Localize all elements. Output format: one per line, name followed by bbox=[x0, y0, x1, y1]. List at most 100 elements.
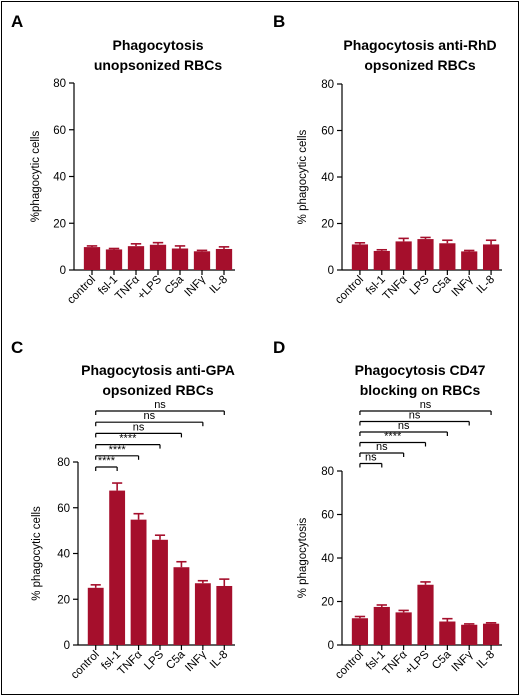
y-tick-label: 20 bbox=[53, 218, 66, 230]
panel-letter: D bbox=[273, 338, 285, 357]
significance-label: **** bbox=[109, 444, 127, 456]
panel-letter: B bbox=[273, 12, 285, 31]
significance-label: ns bbox=[409, 410, 421, 422]
bar bbox=[194, 583, 211, 645]
x-tick-label: LPS bbox=[142, 648, 166, 672]
x-tick-label: TNFα bbox=[116, 648, 145, 677]
panel-a: A Phagocytosis unopsonized RBCs 0 20 40 60 80 %p… bbox=[11, 12, 235, 307]
y-tick-label: 20 bbox=[57, 594, 70, 606]
x-tick-label: LPS bbox=[408, 273, 432, 297]
x-tick-label: INFγ bbox=[182, 273, 208, 299]
bar bbox=[171, 248, 189, 270]
bar bbox=[482, 244, 500, 270]
y-tick-label: 80 bbox=[321, 79, 334, 91]
chart-title-line: blocking on RBCs bbox=[360, 382, 481, 398]
bar bbox=[152, 539, 168, 645]
chart-title-line: Phagocytosis bbox=[112, 37, 203, 53]
x-tick-label: INFγ bbox=[450, 648, 476, 674]
y-tick-label: 20 bbox=[321, 219, 334, 231]
y-tick-label: 80 bbox=[321, 466, 334, 478]
y-tick-label: 0 bbox=[64, 640, 70, 652]
bar bbox=[461, 251, 478, 270]
bar bbox=[87, 587, 104, 645]
y-tick-label: 0 bbox=[328, 265, 334, 277]
x-tick-label: control bbox=[69, 649, 102, 682]
bar bbox=[193, 251, 211, 270]
y-tick-label: 60 bbox=[57, 503, 70, 515]
significance-label: **** bbox=[384, 431, 402, 443]
bar bbox=[109, 490, 126, 645]
significance-label: ns bbox=[365, 452, 377, 464]
x-tick-label: INFγ bbox=[450, 273, 476, 299]
x-tick-label: IL-8 bbox=[208, 649, 231, 672]
y-tick-label: 60 bbox=[53, 125, 66, 137]
bar bbox=[439, 621, 456, 645]
y-tick-label: 60 bbox=[321, 126, 334, 138]
significance-label: ns bbox=[143, 410, 155, 422]
bar bbox=[461, 624, 478, 645]
chart-title-line: unopsonized RBCs bbox=[94, 57, 223, 73]
y-tick-label: 0 bbox=[60, 265, 66, 277]
y-tick-label: 60 bbox=[321, 510, 334, 522]
bar bbox=[215, 248, 233, 270]
significance-label: ns bbox=[420, 399, 432, 411]
x-tick-label: IL-8 bbox=[208, 274, 231, 297]
x-tick-label: control bbox=[333, 274, 366, 307]
significance-label: **** bbox=[119, 433, 137, 445]
bar bbox=[149, 244, 167, 270]
x-tick-label: C5a bbox=[163, 273, 187, 297]
bar bbox=[417, 239, 434, 270]
panel-letter: A bbox=[11, 12, 23, 31]
bar bbox=[351, 244, 369, 270]
x-tick-label: TNFα bbox=[113, 273, 142, 302]
significance-label: ns bbox=[398, 420, 410, 432]
x-tick-label: +LPS bbox=[136, 273, 165, 302]
panel-letter: C bbox=[11, 338, 23, 357]
y-tick-label: 40 bbox=[57, 549, 70, 561]
chart-title-line: opsonized RBCs bbox=[102, 382, 213, 398]
significance-label: **** bbox=[98, 455, 116, 467]
bar bbox=[127, 246, 145, 270]
chart-title-line: opsonized RBCs bbox=[364, 57, 475, 73]
y-tick-label: 80 bbox=[53, 78, 66, 90]
x-tick-label: C5a bbox=[430, 648, 454, 672]
significance-label: ns bbox=[154, 399, 166, 411]
x-tick-label: IL-8 bbox=[475, 649, 498, 672]
bar bbox=[417, 584, 434, 645]
chart-title-line: Phagocytosis anti-GPA bbox=[81, 362, 235, 378]
x-tick-label: TNFα bbox=[381, 273, 410, 302]
panel-d: D Phagocytosis CD47 blocking on RBCs 0 20 40 6… bbox=[273, 338, 502, 682]
bar bbox=[216, 585, 233, 645]
x-tick-label: control bbox=[65, 274, 98, 307]
y-axis-label: % phagocytosis bbox=[297, 517, 309, 598]
y-axis-label: %phagocytic cells bbox=[30, 131, 42, 223]
y-axis-label: % phagocytic cells bbox=[31, 506, 43, 601]
x-tick-label: C5a bbox=[164, 648, 188, 672]
significance-label: ns bbox=[376, 441, 388, 453]
bar bbox=[173, 567, 190, 645]
panel-b: B Phagocytosis anti-RhD opsonized RBCs 0 20 4… bbox=[273, 12, 502, 307]
y-tick-label: 40 bbox=[321, 172, 334, 184]
panel-c: C Phagocytosis anti-GPA opsonized RBCs 0 20 4… bbox=[11, 338, 235, 682]
bar bbox=[482, 623, 500, 645]
y-tick-label: 20 bbox=[321, 597, 334, 609]
bar bbox=[373, 250, 390, 270]
bar bbox=[130, 519, 147, 645]
x-tick-label: C5a bbox=[430, 273, 454, 297]
bar bbox=[105, 249, 123, 270]
chart-title-line: Phagocytosis anti-RhD bbox=[343, 37, 496, 53]
bar bbox=[83, 247, 101, 270]
x-tick-label: control bbox=[333, 649, 366, 682]
bar bbox=[395, 241, 412, 270]
chart-title-line: Phagocytosis CD47 bbox=[355, 362, 486, 378]
bar bbox=[373, 606, 390, 645]
y-tick-label: 40 bbox=[53, 172, 66, 184]
bar bbox=[439, 243, 456, 270]
y-tick-label: 0 bbox=[328, 640, 334, 652]
x-tick-label: TNFα bbox=[381, 648, 410, 677]
bar bbox=[351, 618, 369, 645]
y-tick-label: 80 bbox=[57, 457, 70, 469]
bar bbox=[395, 612, 412, 645]
x-tick-label: IL-8 bbox=[475, 274, 498, 297]
